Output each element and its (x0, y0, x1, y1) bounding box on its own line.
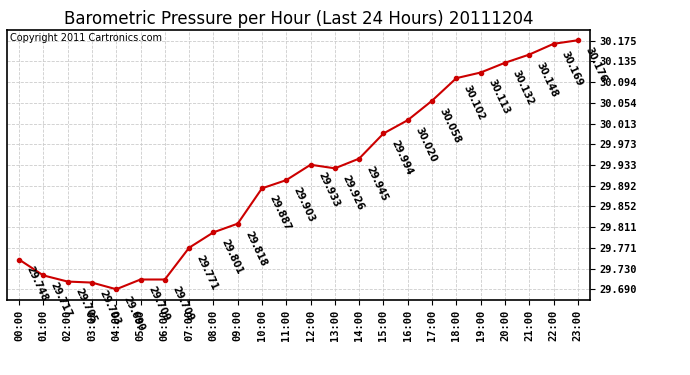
Text: 29.887: 29.887 (268, 194, 293, 232)
Text: 29.926: 29.926 (340, 174, 365, 212)
Title: Barometric Pressure per Hour (Last 24 Hours) 20111204: Barometric Pressure per Hour (Last 24 Ho… (63, 10, 533, 28)
Text: 30.132: 30.132 (511, 68, 535, 106)
Text: 29.945: 29.945 (365, 164, 390, 202)
Text: 30.176: 30.176 (583, 46, 609, 84)
Text: 30.113: 30.113 (486, 78, 511, 116)
Text: 30.169: 30.169 (559, 50, 584, 88)
Text: 29.748: 29.748 (25, 265, 50, 303)
Text: 29.771: 29.771 (195, 253, 219, 291)
Text: 29.903: 29.903 (292, 186, 317, 224)
Text: 29.709: 29.709 (170, 285, 195, 323)
Text: 29.717: 29.717 (49, 281, 74, 319)
Text: 29.709: 29.709 (146, 285, 171, 323)
Text: 29.933: 29.933 (316, 170, 341, 208)
Text: 30.148: 30.148 (535, 60, 560, 99)
Text: 30.058: 30.058 (437, 106, 462, 145)
Text: 29.703: 29.703 (97, 288, 122, 326)
Text: 29.705: 29.705 (73, 287, 98, 326)
Text: 29.690: 29.690 (121, 295, 147, 333)
Text: 29.818: 29.818 (244, 229, 268, 268)
Text: 30.020: 30.020 (413, 126, 438, 164)
Text: 29.994: 29.994 (389, 139, 414, 177)
Text: Copyright 2011 Cartronics.com: Copyright 2011 Cartronics.com (10, 33, 162, 43)
Text: 29.801: 29.801 (219, 238, 244, 276)
Text: 30.102: 30.102 (462, 84, 487, 122)
